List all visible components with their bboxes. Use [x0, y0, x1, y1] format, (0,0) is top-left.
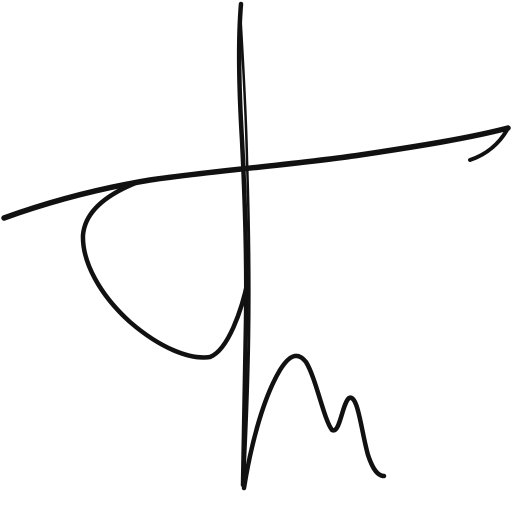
vertical-stroke	[236, 1, 249, 488]
arrow-hook-stroke	[468, 128, 509, 162]
loop-stroke	[80, 179, 251, 360]
wave-stroke	[241, 353, 387, 491]
vertical-stroke-echo	[238, 8, 251, 482]
horizontal-stroke	[1, 125, 511, 221]
